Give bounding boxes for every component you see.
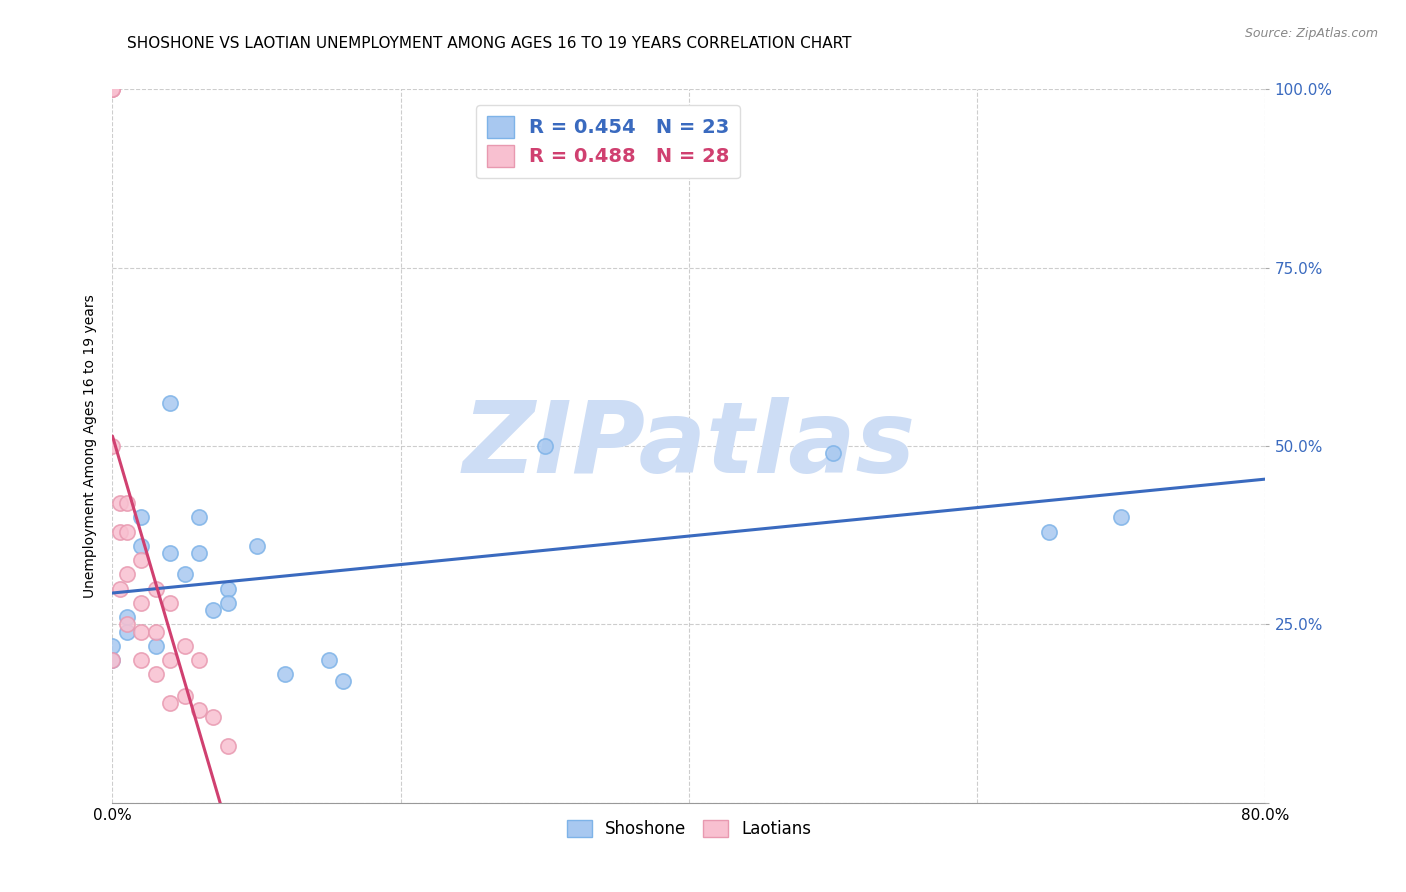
Point xyxy=(217,582,239,596)
Point xyxy=(159,546,181,560)
Point xyxy=(188,703,211,717)
Point xyxy=(173,689,195,703)
Point xyxy=(821,446,844,460)
Point xyxy=(534,439,557,453)
Point xyxy=(202,603,225,617)
Point xyxy=(115,524,138,539)
Point xyxy=(101,439,124,453)
Point xyxy=(129,553,153,567)
Point xyxy=(115,610,138,624)
Point xyxy=(115,496,138,510)
Point xyxy=(145,582,167,596)
Point xyxy=(159,696,181,710)
Text: Source: ZipAtlas.com: Source: ZipAtlas.com xyxy=(1244,27,1378,40)
Point xyxy=(159,396,181,410)
Point xyxy=(1038,524,1060,539)
Point xyxy=(101,653,124,667)
Point xyxy=(129,539,153,553)
Point xyxy=(129,653,153,667)
Point xyxy=(159,653,181,667)
Point xyxy=(217,739,239,753)
Point xyxy=(129,596,153,610)
Point xyxy=(101,82,124,96)
Legend: Shoshone, Laotians: Shoshone, Laotians xyxy=(560,813,818,845)
Point xyxy=(115,617,138,632)
Point xyxy=(115,567,138,582)
Point xyxy=(101,653,124,667)
Point xyxy=(145,667,167,681)
Point xyxy=(145,639,167,653)
Point xyxy=(101,82,124,96)
Point xyxy=(217,596,239,610)
Point xyxy=(115,624,138,639)
Point xyxy=(108,582,131,596)
Point xyxy=(188,510,211,524)
Point xyxy=(129,624,153,639)
Text: ZIPatlas: ZIPatlas xyxy=(463,398,915,494)
Point xyxy=(159,596,181,610)
Point xyxy=(188,653,211,667)
Point xyxy=(108,496,131,510)
Y-axis label: Unemployment Among Ages 16 to 19 years: Unemployment Among Ages 16 to 19 years xyxy=(83,294,97,598)
Point xyxy=(188,546,211,560)
Point xyxy=(108,524,131,539)
Point xyxy=(318,653,340,667)
Text: SHOSHONE VS LAOTIAN UNEMPLOYMENT AMONG AGES 16 TO 19 YEARS CORRELATION CHART: SHOSHONE VS LAOTIAN UNEMPLOYMENT AMONG A… xyxy=(127,36,851,51)
Point xyxy=(274,667,297,681)
Point xyxy=(202,710,225,724)
Point xyxy=(246,539,269,553)
Point xyxy=(101,82,124,96)
Point xyxy=(173,567,195,582)
Point xyxy=(1111,510,1133,524)
Point xyxy=(145,624,167,639)
Point xyxy=(173,639,195,653)
Point xyxy=(332,674,354,689)
Point xyxy=(101,639,124,653)
Point xyxy=(129,510,153,524)
